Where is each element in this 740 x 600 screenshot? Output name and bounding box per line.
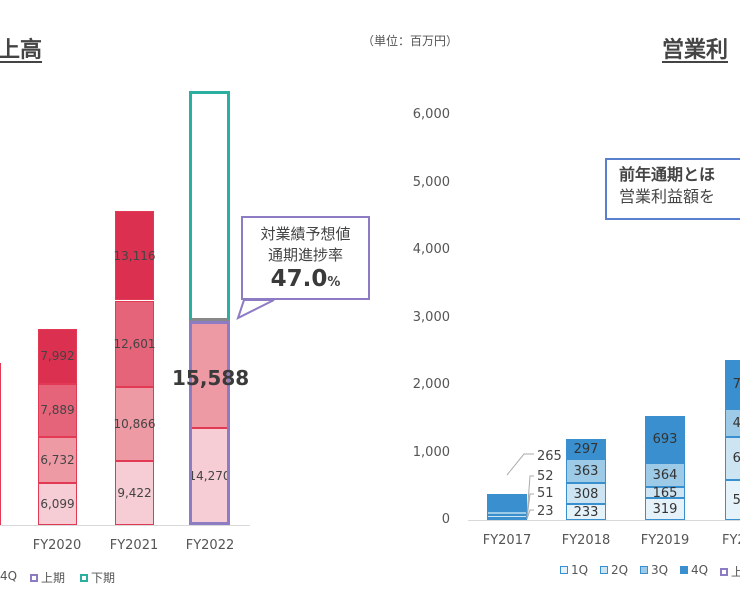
legend-h1-swatch (30, 573, 38, 582)
legend-1q: 1Q (560, 563, 588, 577)
legend-2q: 2Q (600, 563, 628, 577)
bar-value-label: 9,422 (117, 485, 152, 500)
bar-fy2019-1q: 319 (645, 498, 685, 520)
fy2017-4q-label: 265 (537, 449, 562, 464)
bar-value-label: 233 (573, 505, 599, 520)
note-line2: 営業利益額を (619, 187, 716, 206)
bar-fy2020-3q: 7,889 (38, 383, 77, 438)
bar-value-label: 593 (732, 492, 740, 508)
bar-fy2018-1q: 233 (566, 504, 606, 520)
callout-progress-unit: % (327, 275, 341, 290)
legend-h1-right: 上 (720, 563, 740, 580)
bar-fy2017-2q (487, 515, 527, 519)
x-label-fy2022: FY2022 (185, 538, 235, 553)
fy2022-h2-forecast-outline (189, 91, 230, 322)
legend-4q-right: 4Q (680, 563, 708, 577)
x-label-fy2019-right: FY2019 (640, 533, 690, 548)
unit-label: （単位：百万円） (362, 34, 459, 48)
x-label-fy2020-right: FY2 (722, 533, 740, 548)
x-label-fy2021: FY2021 (109, 538, 159, 553)
bar-fy2020-1q: 593 (725, 479, 740, 520)
bar-fy2021-1q: 9,422 (115, 460, 154, 525)
bar-fy2020-4q: 7,992 (38, 329, 77, 384)
x-label-fy2018: FY2018 (561, 533, 611, 548)
bar-fy2018-2q: 308 (566, 483, 606, 505)
legend-4q: 4Q (0, 569, 18, 583)
bar-value-label: 10,866 (113, 416, 156, 431)
bar-fy2019-partial (0, 363, 1, 525)
bar-value-label: 7,889 (40, 403, 75, 418)
bar-fy2021-4q: 13,116 (114, 210, 156, 301)
legend-h1: 上期 (30, 569, 65, 586)
bar-value-label: 13,116 (113, 248, 156, 263)
y-tick-label: 2,000 (412, 377, 450, 392)
bar-fy2020-4q: 726 (725, 359, 740, 409)
bar-fy2020-2q: 637 (725, 436, 740, 480)
bar-fy2017-4q (487, 493, 527, 512)
bar-value-label: 363 (573, 464, 599, 480)
bar-value-label: 415 (732, 415, 740, 431)
legend-h2: 下期 (80, 569, 115, 586)
bar-fy2020-2q: 6,732 (38, 437, 77, 484)
y-tick-label: 5,000 (412, 174, 450, 190)
left-chart-title: 上高 (0, 38, 43, 63)
bar-fy2019-3q: 364 (645, 462, 685, 488)
right-note-box: 前年通期とほ 営業利益額を (605, 158, 740, 220)
bar-fy2017-3q (487, 511, 527, 515)
bar-fy2019-2q: 165 (645, 486, 685, 501)
bar-value-label: 6,099 (40, 497, 75, 512)
bar-fy2020-1q: 6,099 (38, 483, 77, 525)
bar-value-label: 693 (652, 432, 678, 448)
bar-value-label: 308 (573, 486, 599, 502)
bar-fy2022-1q: 14,270 (189, 427, 231, 525)
bar-value-label: 7,992 (40, 349, 75, 364)
bar-fy2021-3q: 12,601 (114, 300, 156, 387)
y-tick-label: 4,000 (412, 242, 450, 257)
right-baseline (468, 520, 740, 521)
left-baseline (0, 525, 250, 526)
bar-value-label: 726 (732, 377, 740, 393)
callout-line1: 対業績予想値 (260, 225, 351, 243)
callout-line2: 通期進捗率 (267, 246, 343, 264)
bar-fy2017-1q (487, 518, 527, 520)
bar-value-label: 165 (652, 485, 678, 501)
bar-fy2020-3q: 415 (725, 408, 740, 437)
right-chart-title: 営業利 (662, 38, 729, 63)
x-label-fy2020: FY2020 (32, 538, 82, 553)
x-label-fy2019: 9 (0, 538, 8, 553)
callout-pointer (236, 299, 275, 320)
callout-progress-value: 47.0 (270, 266, 328, 292)
bar-value-label: 297 (573, 441, 599, 457)
y-tick-label: 6,000 (412, 107, 450, 122)
y-tick-label: 1,000 (412, 444, 450, 460)
legend-h2-swatch (80, 573, 88, 582)
legend-3q: 3Q (640, 563, 668, 577)
bar-value-label: 12,601 (113, 336, 156, 351)
left-chart-plot: 6,099 6,732 7,889 7,992 9,422 10,866 12,601 13,… (0, 0, 250, 525)
bar-value-label: 6,732 (40, 453, 75, 468)
note-line1: 前年通期とほ (619, 165, 716, 184)
fy2022-h1-outline (189, 321, 230, 525)
bar-value-label: 637 (732, 451, 740, 467)
y-tick-label: 0 (441, 512, 450, 527)
bar-value-label: 14,270 (188, 469, 231, 484)
y-tick-label: 3,000 (412, 309, 450, 325)
bar-value-label: 364 (652, 468, 678, 484)
fy2022-h1-total-label: 15,588 (172, 366, 250, 390)
fy2017-1q-label: 23 (537, 504, 554, 519)
fy2017-leader-lines (506, 453, 534, 520)
fy2017-2q-label: 51 (537, 486, 554, 501)
bar-fy2019-4q: 693 (645, 415, 685, 463)
bar-fy2018-4q: 297 (566, 438, 606, 459)
fy2017-3q-label: 52 (537, 469, 554, 484)
x-label-fy2017: FY2017 (482, 533, 532, 548)
bar-value-label: 319 (652, 502, 678, 518)
progress-callout: 対業績予想値 通期進捗率 47.0% (241, 216, 370, 300)
bar-fy2021-2q: 10,866 (114, 386, 156, 461)
bar-fy2018-3q: 363 (566, 458, 606, 484)
